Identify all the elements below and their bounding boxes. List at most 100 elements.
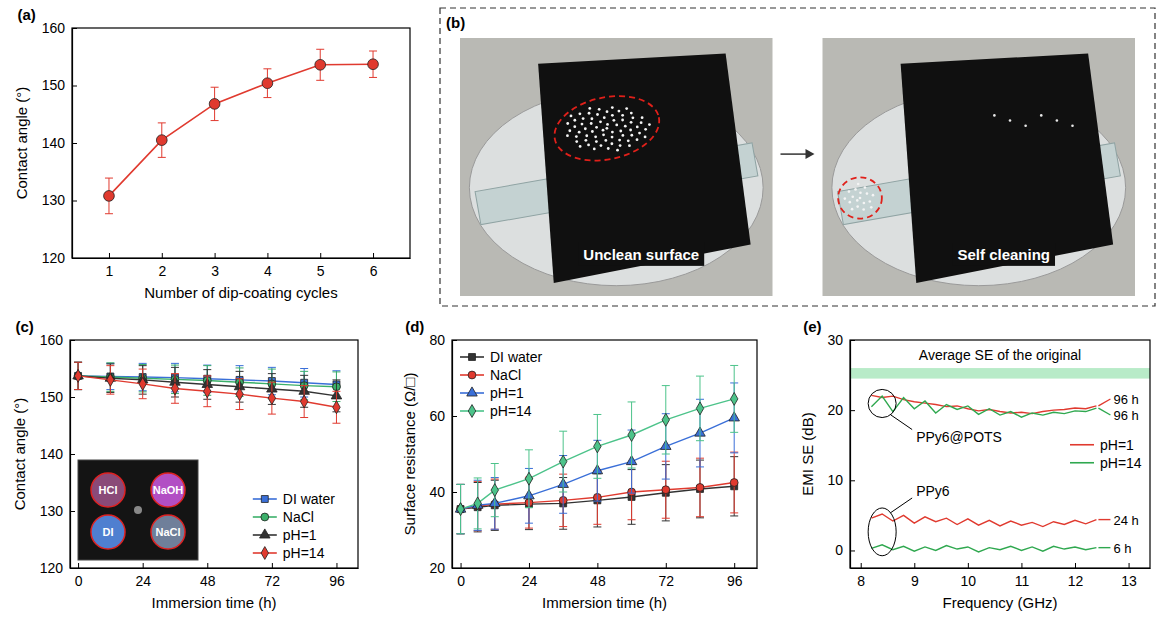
photo-background	[460, 38, 773, 296]
panel-label: (b)	[446, 14, 465, 31]
marker	[107, 373, 114, 386]
error-bar-cap	[203, 369, 211, 370]
marker	[156, 135, 167, 146]
error-bar-cap	[457, 533, 465, 534]
particle	[599, 120, 602, 123]
particle	[993, 114, 996, 117]
end-label-leader	[1098, 519, 1110, 520]
error-bar-cap	[300, 375, 308, 376]
error-bar-cap	[139, 364, 147, 365]
error-bar-cap	[559, 431, 567, 432]
x-tick-label: 8	[857, 573, 865, 589]
error-bar-cap	[236, 367, 244, 368]
error-bar-cap	[628, 519, 636, 520]
group-label: PPy6@POTS	[916, 429, 1002, 445]
error-bar-cap	[593, 524, 601, 525]
error-bar	[696, 458, 704, 517]
error-bar	[332, 391, 340, 423]
legend: pH=1pH=14	[1070, 437, 1142, 471]
particle	[585, 134, 588, 137]
y-tick-label: 130	[42, 192, 66, 208]
y-tick-mark	[850, 480, 855, 481]
legend: DI waterNaClpH=1pH=14	[253, 491, 335, 561]
error-bar-cap	[525, 529, 533, 530]
inset: HClNaOHDINaCl	[78, 460, 198, 560]
particle	[866, 192, 869, 195]
error-bar-cap	[106, 363, 114, 364]
legend-item: pH=14	[460, 403, 532, 419]
particle	[629, 129, 632, 132]
marker	[696, 484, 704, 492]
plot-area	[871, 395, 1096, 551]
particle	[864, 186, 867, 189]
legend-marker	[261, 547, 268, 560]
group-ellipse	[868, 508, 896, 556]
particle	[602, 129, 605, 132]
x-axis-line	[71, 568, 359, 569]
error-bar	[74, 362, 82, 389]
particle	[630, 112, 633, 115]
photo: Unclean surface	[460, 38, 773, 296]
legend-marker	[467, 387, 478, 396]
x-tick-mark	[215, 253, 216, 258]
error-bar-cap	[171, 403, 179, 404]
series	[104, 49, 379, 213]
legend-label: NaCl	[490, 367, 521, 383]
error-bar-cap	[106, 394, 114, 395]
particle	[631, 116, 634, 119]
marker	[594, 440, 601, 453]
x-tick: 24	[522, 563, 538, 589]
x-axis: 024487296	[71, 563, 359, 589]
x-tick-mark	[320, 253, 321, 258]
x-tick-label: 48	[200, 573, 216, 589]
x-tick-mark	[207, 563, 208, 568]
particle	[611, 114, 614, 117]
error-bar	[662, 386, 670, 454]
y-tick: 160	[40, 332, 75, 348]
particle	[863, 202, 866, 205]
x-tick: 12	[1068, 563, 1084, 589]
marker	[662, 486, 670, 494]
error-bar-cap	[236, 365, 244, 366]
photo-background	[823, 38, 1136, 296]
x-tick: 5	[317, 253, 325, 279]
error-bar-cap	[559, 526, 567, 527]
series	[73, 362, 342, 412]
error-bar-cap	[525, 523, 533, 524]
y-tick-label: 160	[40, 332, 64, 348]
x-axis-title: Frequency (GHz)	[942, 594, 1057, 611]
x-tick: 0	[457, 563, 465, 589]
particle	[604, 139, 607, 142]
error-bar-cap	[105, 213, 113, 214]
error-bar-cap	[332, 371, 340, 372]
y-tick-label: 80	[429, 332, 445, 348]
x-tick-label: 2	[158, 263, 166, 279]
marker	[491, 484, 498, 497]
x-tick: 2	[158, 253, 166, 279]
series	[871, 514, 1096, 527]
error-bar-cap	[491, 516, 499, 517]
particle	[590, 117, 593, 120]
legend-marker	[261, 496, 268, 503]
x-tick-label: 0	[457, 573, 465, 589]
particle	[598, 108, 601, 111]
error-bar-cap	[730, 512, 738, 513]
y-tick-mark	[70, 568, 75, 569]
error-bar-cap	[106, 362, 114, 363]
marker	[368, 59, 379, 70]
x-tick-label: 6	[370, 263, 378, 279]
panel: 123456120130140150160Number of dip-coati…	[13, 20, 410, 301]
y-tick: 140	[40, 446, 75, 462]
y-tick-mark	[70, 454, 75, 455]
y-tick-label: 150	[40, 389, 64, 405]
particle	[648, 123, 651, 126]
particle	[624, 125, 627, 128]
caption-background	[578, 243, 704, 266]
y-tick: 0	[835, 542, 855, 558]
error-bar-cap	[236, 378, 244, 379]
particle	[605, 127, 608, 130]
y-tick-label: 20	[429, 560, 445, 576]
error-bar	[730, 365, 738, 432]
error-bar-cap	[369, 77, 377, 78]
particle	[594, 135, 597, 138]
